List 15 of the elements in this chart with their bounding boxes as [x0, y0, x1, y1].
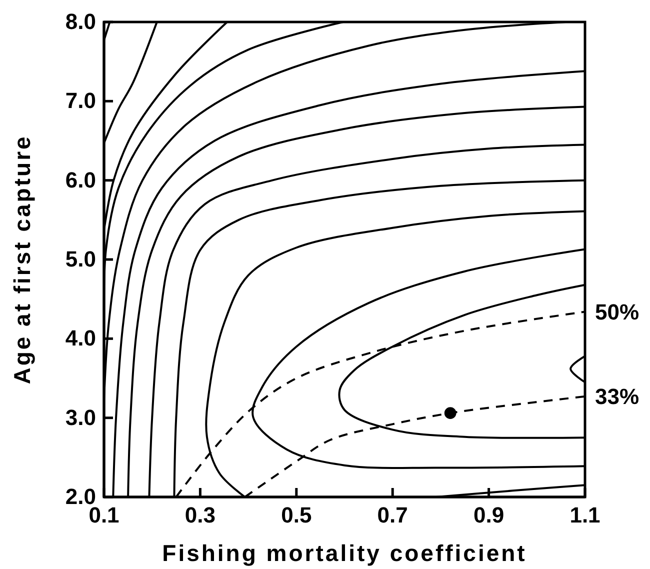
y-tick-label: 6.0: [65, 167, 96, 192]
y-tick-label: 8.0: [65, 9, 96, 34]
x-axis-title: Fishing mortality coefficient: [162, 540, 527, 566]
annotation: 50%: [595, 299, 640, 324]
y-tick-label: 5.0: [65, 246, 96, 272]
annotation: 33%: [595, 384, 640, 410]
x-tick-label: 0.5: [281, 502, 312, 528]
y-tick-label: 3.0: [65, 404, 96, 430]
x-tick-label: 0.9: [474, 502, 504, 528]
y-tick-label: 7.0: [65, 88, 96, 114]
y-axis-title: Age at first capture: [9, 134, 35, 384]
x-tick-label: 0.3: [184, 502, 216, 528]
y-tick-label: 4.0: [65, 326, 96, 351]
x-tick-label: 1.1: [570, 502, 600, 528]
x-tick-label: 0.7: [377, 502, 408, 528]
